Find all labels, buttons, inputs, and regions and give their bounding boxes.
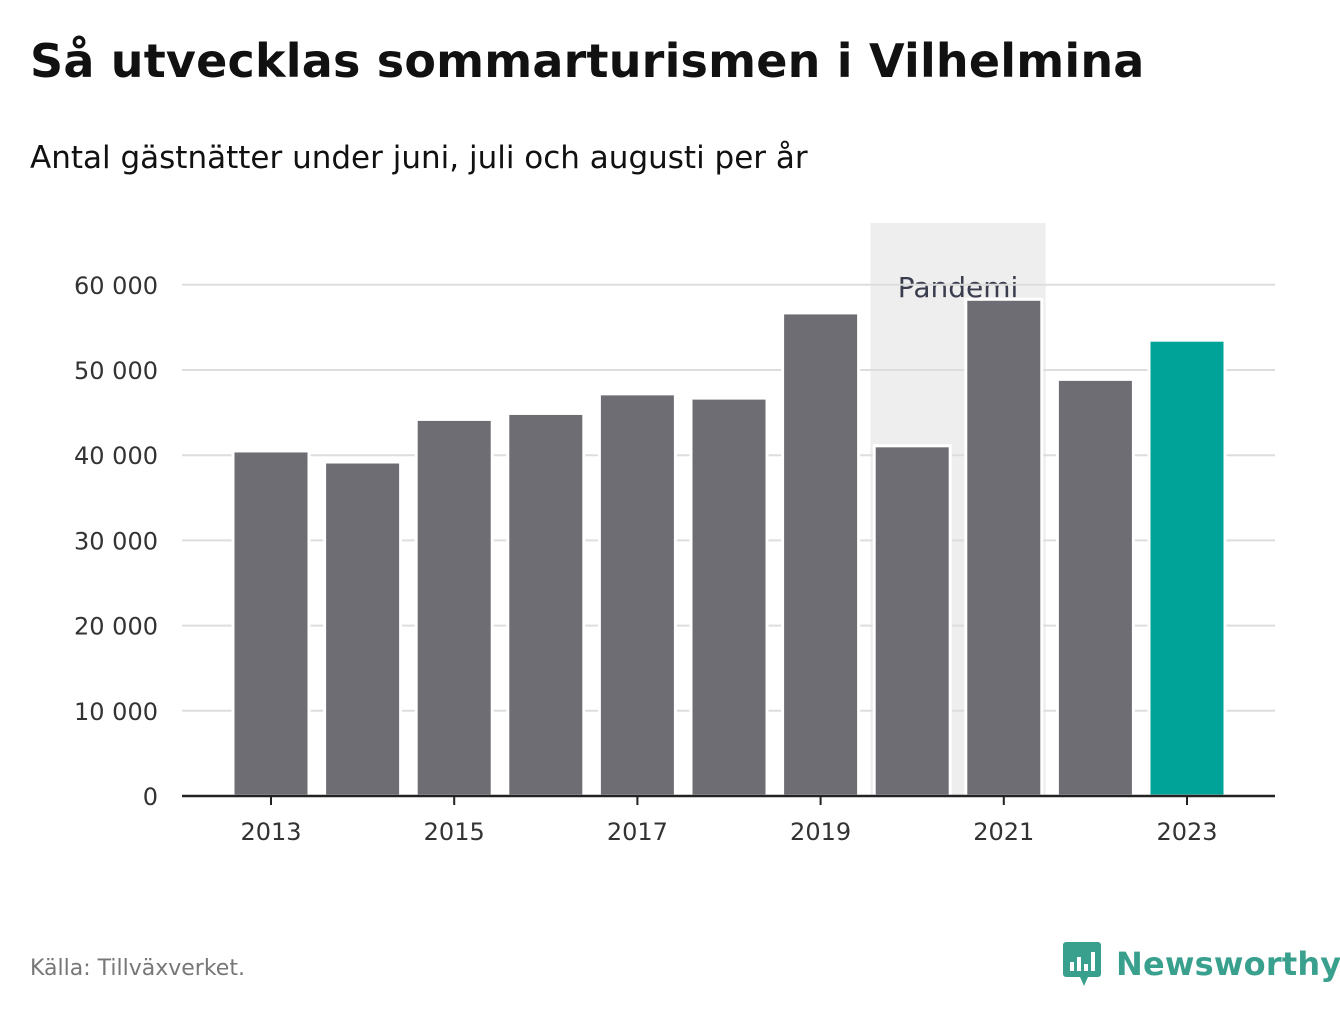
- chart-subtitle: Antal gästnätter under juni, juli och au…: [30, 140, 808, 176]
- bar-2018: [689, 396, 769, 798]
- brand-name: Newsworthy: [1116, 945, 1340, 983]
- bar-2013: [231, 449, 311, 798]
- bar-2015: [414, 417, 494, 798]
- bar-2023: [1147, 338, 1227, 798]
- y-tick-label: 60 000: [74, 272, 158, 300]
- brand-logo[interactable]: Newsworthy: [1062, 940, 1340, 988]
- y-tick-label: 20 000: [74, 613, 158, 641]
- x-tick-label: 2015: [424, 818, 485, 846]
- x-tick-label: 2013: [240, 818, 301, 846]
- y-tick-label: 10 000: [74, 698, 158, 726]
- x-tick-label: 2017: [607, 818, 668, 846]
- bar-chart-speech-bubble-icon: [1063, 942, 1101, 986]
- bar-2020: [872, 444, 952, 798]
- y-tick-label: 50 000: [74, 357, 158, 385]
- y-tick-label: 0: [143, 783, 158, 811]
- x-tick-label: 2023: [1156, 818, 1217, 846]
- x-tick-label: 2021: [973, 818, 1034, 846]
- y-tick-label: 40 000: [74, 442, 158, 470]
- y-tick-label: 30 000: [74, 527, 158, 555]
- bar-2017: [597, 392, 677, 798]
- x-tick-label: 2019: [790, 818, 851, 846]
- bar-2019: [781, 311, 861, 798]
- bar-2016: [506, 411, 586, 798]
- chart-title: Så utvecklas sommarturismen i Vilhelmina: [30, 34, 1145, 88]
- source-note: Källa: Tillväxverket.: [30, 956, 245, 981]
- bar-2022: [1055, 377, 1135, 798]
- bar-2014: [323, 460, 403, 798]
- bar-2021: [964, 297, 1044, 798]
